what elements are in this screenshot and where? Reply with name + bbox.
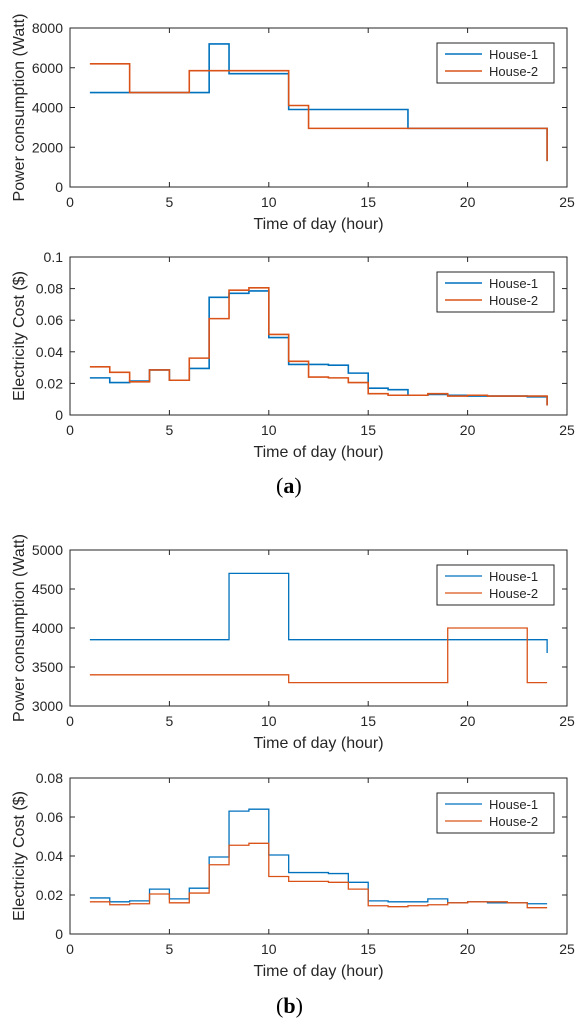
legend-label-house-2: House-2 — [489, 293, 538, 308]
caption-b-letter: b — [283, 993, 296, 1018]
y-tick-label: 0 — [55, 179, 63, 195]
y-tick-label: 0.02 — [36, 887, 63, 903]
legend: House-1 House-2 — [436, 564, 555, 606]
x-tick-label: 0 — [66, 713, 74, 729]
axes-box — [69, 256, 568, 416]
legend-label-house-1: House-1 — [489, 569, 538, 584]
caption-a-close: ) — [294, 473, 302, 498]
x-tick-label: 10 — [261, 941, 277, 957]
y-tick-label: 4000 — [32, 100, 63, 116]
x-tick-label: 5 — [166, 194, 174, 210]
x-axis-label: Time of day (hour) — [253, 216, 383, 233]
y-tick-label: 0.08 — [36, 281, 63, 297]
caption-a: (a) — [276, 473, 302, 499]
y-tick-label: 0.02 — [36, 375, 63, 391]
chart-1: 0 5 10 15 20 25 0 2000 4000 6000 8000 Time of day (… — [11, 14, 575, 233]
x-tick-label: 5 — [166, 713, 174, 729]
x-axis-label: Time of day (hour) — [253, 735, 383, 752]
series-line-house-2 — [89, 62, 548, 162]
x-tick-label: 25 — [559, 941, 575, 957]
x-tick-label: 25 — [559, 713, 575, 729]
legend-label-house-2: House-2 — [489, 814, 538, 829]
y-tick-label: 0.1 — [44, 249, 64, 265]
y-tick-label: 0 — [55, 407, 63, 423]
series-line-house-2 — [89, 627, 548, 684]
caption-b-open: ( — [276, 993, 284, 1018]
x-tick-label: 0 — [66, 941, 74, 957]
legend-label-house-2: House-2 — [489, 586, 538, 601]
series-line-house-2 — [89, 287, 548, 406]
x-tick-label: 10 — [261, 713, 277, 729]
legend-label-house-1: House-1 — [489, 276, 538, 291]
x-tick-label: 15 — [360, 713, 376, 729]
legend-label-house-1: House-1 — [489, 47, 538, 62]
y-tick-label: 4000 — [32, 620, 63, 636]
legend: House-1 House-2 — [436, 42, 555, 84]
y-tick-label: 0.04 — [36, 344, 63, 360]
y-tick-label: 0 — [55, 926, 63, 942]
legend: House-1 House-2 — [436, 271, 555, 313]
x-tick-label: 0 — [66, 422, 74, 438]
y-axis-label: Power consumption (Watt) — [11, 534, 28, 722]
x-tick-label: 20 — [460, 194, 476, 210]
chart-2: 0 5 10 15 20 25 0 0.02 0.04 0.06 0.08 0.1 Time of da… — [11, 249, 575, 461]
x-tick-label: 10 — [261, 194, 277, 210]
y-tick-label: 0.06 — [36, 312, 63, 328]
chart-3: 0 5 10 15 20 25 3000 3500 4000 4500 5000 Time of da… — [11, 534, 575, 752]
caption-b: (b) — [276, 993, 303, 1019]
series-line-house-1 — [89, 572, 548, 653]
legend: House-1 House-2 — [436, 792, 555, 834]
series-line-house-2 — [89, 842, 548, 909]
x-tick-label: 0 — [66, 194, 74, 210]
x-axis-label: Time of day (hour) — [253, 444, 383, 461]
legend-label-house-1: House-1 — [489, 797, 538, 812]
x-tick-label: 15 — [360, 422, 376, 438]
legend-box — [436, 564, 555, 606]
y-axis-label: Electricity Cost ($) — [11, 271, 28, 401]
x-tick-label: 5 — [166, 941, 174, 957]
chart-4: 0 5 10 15 20 25 0 0.02 0.04 0.06 0.08 Time of day (… — [11, 770, 575, 980]
y-axis-label: Power consumption (Watt) — [11, 14, 28, 202]
y-tick-label: 3500 — [32, 659, 63, 675]
y-tick-label: 2000 — [32, 139, 63, 155]
caption-a-open: ( — [276, 473, 284, 498]
x-tick-label: 10 — [261, 422, 277, 438]
x-axis-label: Time of day (hour) — [253, 963, 383, 980]
caption-a-letter: a — [283, 473, 295, 498]
legend-label-house-2: House-2 — [489, 64, 538, 79]
y-tick-label: 0.06 — [36, 809, 63, 825]
x-tick-label: 25 — [559, 194, 575, 210]
x-tick-label: 15 — [360, 194, 376, 210]
legend-box — [436, 42, 555, 84]
x-tick-label: 15 — [360, 941, 376, 957]
legend-box — [436, 792, 555, 834]
legend-box — [436, 271, 555, 313]
y-tick-label: 3000 — [32, 698, 63, 714]
y-tick-label: 4500 — [32, 581, 63, 597]
y-axis-label: Electricity Cost ($) — [11, 791, 28, 921]
caption-b-close: ) — [295, 993, 303, 1018]
x-tick-label: 20 — [460, 422, 476, 438]
x-tick-label: 25 — [559, 422, 575, 438]
y-tick-label: 0.04 — [36, 848, 63, 864]
y-tick-label: 0.08 — [36, 770, 63, 786]
x-tick-label: 20 — [460, 941, 476, 957]
y-tick-label: 6000 — [32, 60, 63, 76]
y-tick-label: 5000 — [32, 542, 63, 558]
x-tick-label: 20 — [460, 713, 476, 729]
y-tick-label: 8000 — [32, 20, 63, 36]
x-tick-label: 5 — [166, 422, 174, 438]
